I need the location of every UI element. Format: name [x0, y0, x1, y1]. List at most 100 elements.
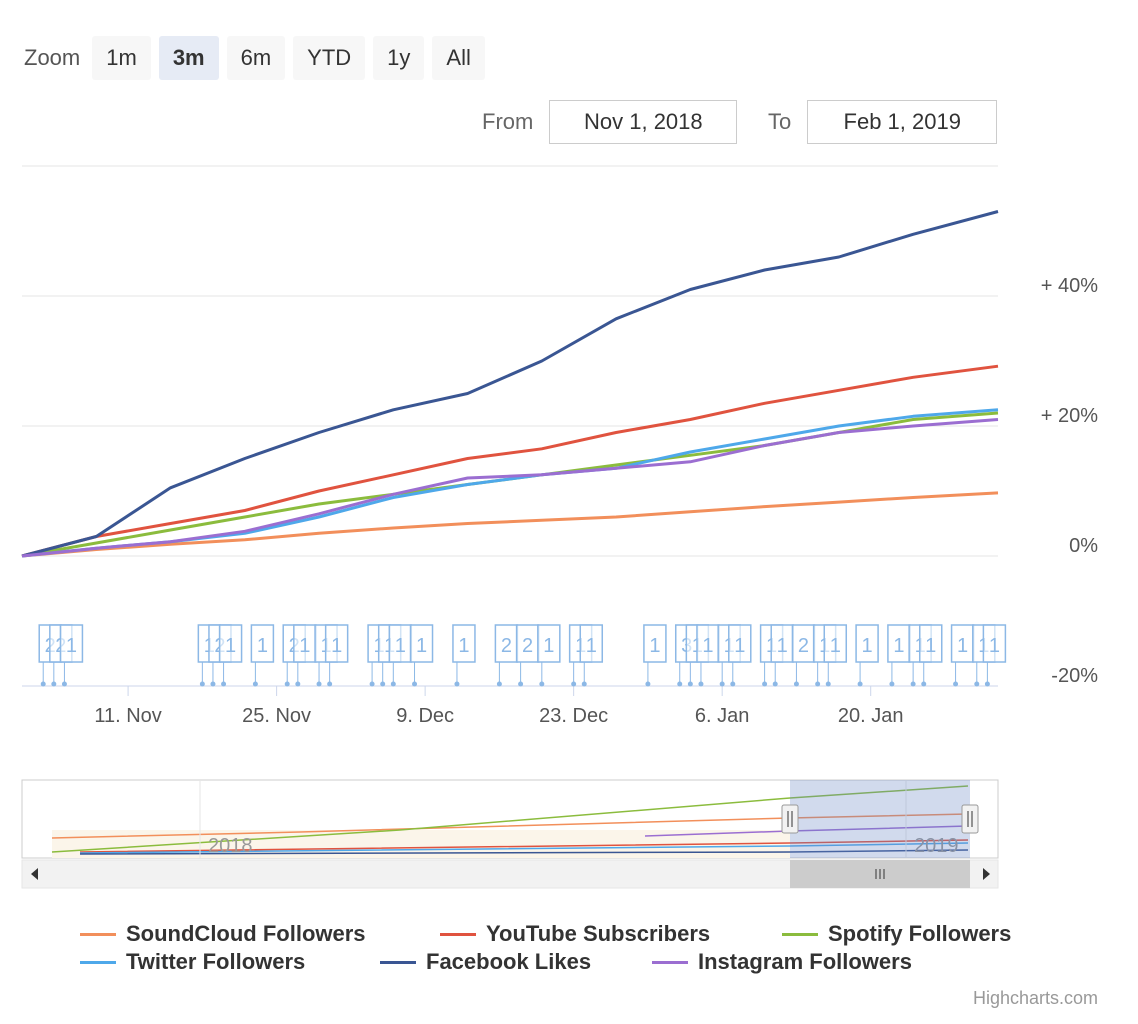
flag-dot	[889, 681, 895, 687]
series-line-1[interactable]	[21, 364, 999, 558]
flag-box[interactable]	[579, 624, 604, 663]
navigator-series-5	[79, 849, 969, 855]
zoom-button-6m[interactable]: 6m	[226, 36, 286, 80]
y-tick-label: + 40%	[1041, 275, 1098, 297]
flag-dot	[284, 681, 290, 687]
flag-dot	[974, 681, 980, 687]
flag-dot	[539, 681, 545, 687]
flag-label[interactable]: 1	[957, 635, 968, 657]
flag-dot	[199, 681, 205, 687]
legend-item[interactable]: SoundCloud Followers	[80, 921, 366, 947]
navigator-handle[interactable]	[961, 804, 979, 834]
navigator-series-3	[79, 839, 969, 853]
flag-box[interactable]	[324, 624, 349, 663]
x-tick-label: 20. Jan	[838, 705, 904, 727]
flag-dot	[61, 681, 67, 687]
flag-label[interactable]: 1	[830, 635, 841, 657]
range-from: From Nov 1, 2018	[482, 100, 738, 144]
flag-label[interactable]: 1	[989, 635, 1000, 657]
legend-swatch	[440, 932, 476, 936]
flag-label[interactable]: 1	[893, 635, 904, 657]
series-line-4[interactable]	[21, 210, 999, 558]
flag-label[interactable]: 1	[331, 635, 342, 657]
to-date-input[interactable]: Feb 1, 2019	[807, 100, 998, 144]
legend: SoundCloud Followers YouTube Subscribers S…	[80, 920, 1070, 976]
zoom-bar: Zoom 1m 3m 6m YTD 1y All	[24, 36, 493, 80]
x-tick-label: 25. Nov	[242, 705, 311, 727]
legend-item[interactable]: Twitter Followers	[80, 949, 305, 975]
legend-label: YouTube Subscribers	[486, 921, 711, 946]
flag-dot	[772, 681, 778, 687]
flag-label[interactable]: 1	[586, 635, 597, 657]
navigator-handle[interactable]	[781, 804, 799, 834]
legend-row: Twitter Followers Facebook Likes Instagram…	[80, 948, 1070, 976]
series-line-0[interactable]	[21, 491, 999, 558]
flag-label[interactable]: 2	[501, 635, 512, 657]
flag-label[interactable]: 1	[416, 635, 427, 657]
flag-dot	[380, 681, 386, 687]
legend-label: Spotify Followers	[828, 921, 1012, 946]
scroll-left-arrow-icon[interactable]	[31, 868, 38, 880]
legend-item[interactable]: Instagram Followers	[652, 949, 912, 975]
series-line-2[interactable]	[21, 411, 999, 558]
navigator-selected-range[interactable]	[790, 780, 970, 858]
navigator-year-label: 2019	[914, 835, 959, 857]
flag-label[interactable]: 1	[543, 635, 554, 657]
zoom-button-ytd[interactable]: YTD	[293, 36, 366, 80]
credits[interactable]: Highcharts.com	[972, 988, 1098, 1008]
flag-label[interactable]: 2	[798, 635, 809, 657]
flag-label[interactable]: 1	[66, 635, 77, 657]
flag-dot	[815, 681, 821, 687]
flag-box[interactable]	[409, 624, 434, 663]
flag-label[interactable]: 1	[702, 635, 713, 657]
legend-label: Facebook Likes	[426, 949, 592, 974]
flag-box[interactable]	[918, 624, 943, 663]
zoom-button-1m[interactable]: 1m	[92, 36, 151, 80]
flag-box[interactable]	[855, 624, 879, 663]
flag-dot	[295, 681, 301, 687]
scroll-right-arrow-icon[interactable]	[983, 868, 990, 880]
flag-box[interactable]	[643, 624, 667, 663]
series-line-5[interactable]	[21, 418, 999, 558]
flag-label[interactable]: 2	[522, 635, 533, 657]
flag-dot	[316, 681, 322, 687]
flag-dot	[825, 681, 831, 687]
legend-label: Twitter Followers	[126, 949, 306, 974]
legend-item[interactable]: Facebook Likes	[380, 949, 591, 975]
zoom-button-3m[interactable]: 3m	[158, 36, 219, 80]
flag-box[interactable]	[982, 624, 1007, 663]
legend-item[interactable]: YouTube Subscribers	[440, 921, 710, 947]
x-tick-label: 9. Dec	[396, 705, 454, 727]
flag-label[interactable]: 1	[257, 635, 268, 657]
zoom-button-1y[interactable]: 1y	[373, 36, 425, 80]
flag-box[interactable]	[452, 624, 476, 663]
flag-box[interactable]	[59, 624, 84, 663]
legend-swatch	[380, 960, 416, 964]
flag-label[interactable]: 1	[862, 635, 873, 657]
flag-dot	[571, 681, 577, 687]
legend-row: SoundCloud Followers YouTube Subscribers S…	[80, 920, 1070, 948]
flag-box[interactable]	[823, 624, 848, 663]
flag-dot	[518, 681, 524, 687]
flag-dot	[687, 681, 693, 687]
flag-label[interactable]: 1	[225, 635, 236, 657]
flag-box[interactable]	[250, 624, 275, 663]
flag-dot	[719, 681, 725, 687]
legend-item[interactable]: Spotify Followers	[782, 921, 1011, 947]
from-date-input[interactable]: Nov 1, 2018	[549, 100, 738, 144]
zoom-button-all[interactable]: All	[432, 36, 485, 80]
flag-dot	[454, 681, 460, 687]
flag-label[interactable]: 1	[299, 635, 310, 657]
flag-box[interactable]	[537, 624, 561, 663]
flag-label[interactable]: 1	[649, 635, 660, 657]
flag-label[interactable]: 1	[458, 635, 469, 657]
flag-label[interactable]: 1	[777, 635, 788, 657]
flag-label[interactable]: 1	[925, 635, 936, 657]
flag-dot	[762, 681, 768, 687]
flag-box[interactable]	[728, 624, 752, 663]
flag-label[interactable]: 1	[395, 635, 406, 657]
flag-label[interactable]: 1	[734, 635, 745, 657]
flag-dot	[910, 681, 916, 687]
flag-box[interactable]	[218, 624, 243, 663]
x-tick-label: 23. Dec	[539, 705, 608, 727]
